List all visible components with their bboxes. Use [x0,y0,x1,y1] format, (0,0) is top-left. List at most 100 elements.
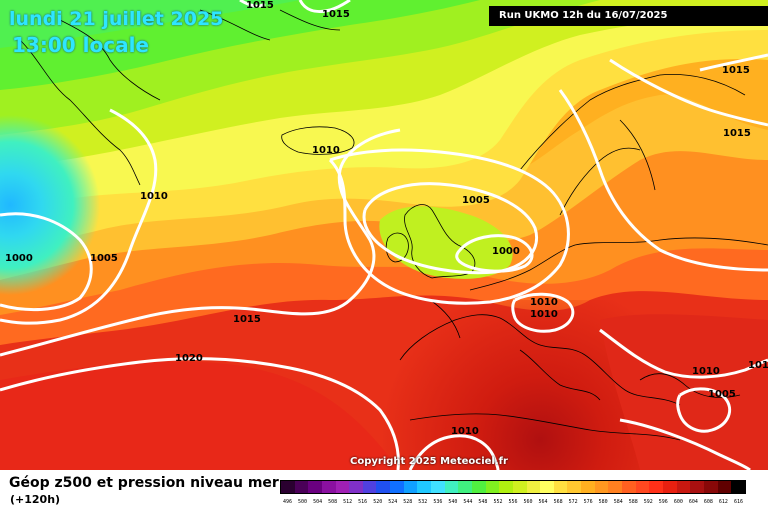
legend-tick-label: 596 [658,499,668,505]
isobar-label: 1010 [748,360,768,371]
legend-tick-label: 544 [463,499,473,505]
model-run-label: Run UKMO 12h du 16/07/2025 [489,6,768,26]
forecast-map: 1015 1015 1015 1015 1010 1010 1005 1000 … [0,0,768,470]
isobar-1010-balkans [599,328,768,379]
isobar-label: 1020 [175,353,203,364]
forecast-date: lundi 21 juillet 2025 [9,8,224,30]
legend-swatch [553,481,568,493]
legend-swatch [362,481,377,493]
copyright-notice: Copyright 2025 Meteociel.fr [350,456,508,467]
isobar-label: 1010 [530,297,558,308]
legend-swatch [485,481,500,493]
legend-swatches [280,480,746,494]
legend-swatch [349,481,363,493]
field-green-dark [0,0,300,48]
legend-tick-label: 556 [508,499,518,505]
legend-swatch [581,481,595,493]
isobar-1010-iceland [328,148,570,305]
greenland-coast [19,9,341,186]
legend-swatch [512,481,527,493]
legend-swatch [390,481,404,493]
legend-tick-label: 572 [568,499,578,505]
isobar-label: 1015 [246,0,274,11]
field-green-islands [379,206,513,279]
legend-swatch [321,481,336,493]
coastlines [19,9,768,441]
legend-tick-label: 584 [613,499,623,505]
legend-swatch [594,481,609,493]
chart-title: Géop z500 et pression niveau mer [9,475,279,491]
legend-tick-label: 552 [493,499,503,505]
iceland-coast [281,126,355,155]
forecast-time: 13:00 locale [12,33,149,57]
isobar-labels: 1015 1015 1015 1015 1010 1010 1005 1000 … [5,0,768,437]
legend-tick-label: 600 [673,499,683,505]
legend-tick-label: 588 [628,499,638,505]
legend-swatch [294,481,309,493]
legend-tick-label: 500 [298,499,308,505]
isobar-label: 1005 [708,389,736,400]
legend-swatch [676,481,691,493]
legend-swatch [417,481,432,493]
legend-tick-label: 608 [703,499,713,505]
isobar-label: 1000 [5,253,33,264]
legend-tick-label: 592 [643,499,653,505]
legend-tick-label: 576 [583,499,593,505]
legend-labels: 496 500 504 508 512 516 520 524 528 532 536 540 544 5… [280,496,746,508]
legend-swatch [635,481,650,493]
legend-swatch [444,481,459,493]
legend-swatch [403,481,418,493]
field-cold-pool [0,110,110,300]
isobar-label: 1015 [322,9,350,20]
legend-tick-label: 512 [343,499,353,505]
isobar-label: 1015 [722,65,750,76]
isobar-label: 1010 [140,191,168,202]
legend-swatch [335,481,350,493]
legend-tick-label: 528 [403,499,413,505]
isobar-1020-south [0,357,400,470]
legend-tick-label: 616 [733,499,743,505]
legend-swatch [608,481,623,493]
legend-tick-label: 604 [688,499,698,505]
legend-tick-label: 504 [313,499,323,505]
legend-tick-label: 548 [478,499,488,505]
isobar-label: 1015 [233,314,261,325]
legend-tick-label: 568 [553,499,563,505]
legend-tick-label: 532 [418,499,428,505]
isobar-label: 1005 [462,195,490,206]
isobar-1010-alps [511,292,575,333]
chart-footer: Géop z500 et pression niveau mer (+120h)… [0,470,768,512]
color-legend: 496 500 504 508 512 516 520 524 528 532 536 540 544 5… [280,480,746,508]
continent-coast [399,237,768,406]
legend-swatch [471,481,486,493]
field-red-west [0,361,400,470]
legend-swatch [622,481,636,493]
forecast-range: (+120h) [10,493,61,506]
legend-swatch [499,481,513,493]
legend-swatch [431,481,445,493]
legend-tick-label: 508 [328,499,338,505]
scandinavia-coast [519,74,746,216]
isobar-1015-east [558,53,768,272]
legend-swatch [540,481,554,493]
legend-tick-label: 612 [718,499,728,505]
legend-tick-label: 560 [523,499,533,505]
legend-swatch [526,481,541,493]
isobar-label: 1010 [312,145,340,156]
legend-swatch [376,481,391,493]
isobar-label: 1005 [90,253,118,264]
legend-swatch [308,481,322,493]
legend-tick-label: 564 [538,499,548,505]
legend-tick-label: 520 [373,499,383,505]
isobar-1005-west [0,212,93,312]
legend-swatch [717,481,732,493]
legend-tick-label: 524 [388,499,398,505]
isobar-1010-africa [408,418,751,470]
isobar-1000-north-sea [455,234,534,273]
isobar-label: 1015 [723,128,751,139]
isobar-label: 1010 [451,426,479,437]
legend-swatch [458,481,472,493]
legend-tick-label: 580 [598,499,608,505]
isobar-1005-east [676,387,731,433]
